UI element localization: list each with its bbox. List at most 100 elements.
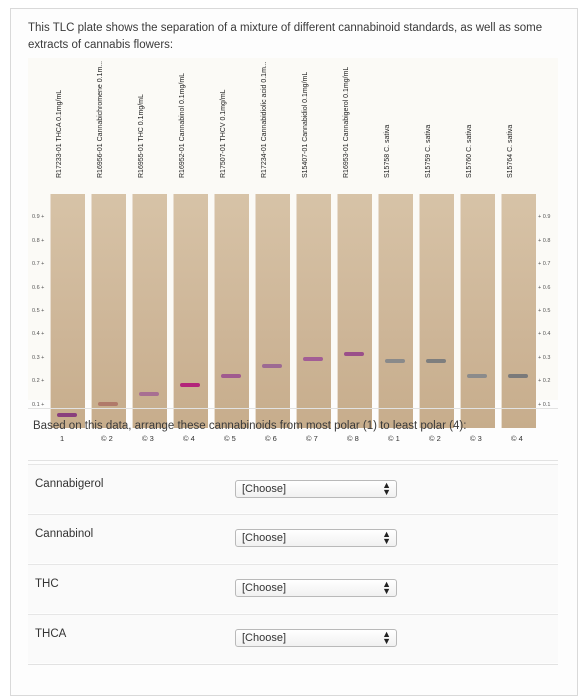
tlc-band: [303, 357, 323, 362]
tlc-band: [508, 373, 528, 378]
select-value: [Choose]: [242, 632, 287, 644]
lane-label: S15760 C. sativa: [466, 66, 480, 178]
select-arrows-icon: ▲ ▼: [382, 480, 391, 497]
lane-label: S15758 C. sativa: [384, 66, 398, 178]
rf-tick-left: 0.2 +: [32, 378, 45, 385]
lane-label-text: S15407-01 Cannabidiol 0.1mg/mL: [302, 71, 309, 178]
tlc-band: [180, 382, 200, 387]
lane-label-text: R16953-01 Cannabigerol 0.1mg/mL: [343, 66, 350, 178]
tlc-band: [221, 373, 241, 378]
select-thca[interactable]: [Choose] ▲ ▼: [235, 629, 397, 647]
tlc-band: [426, 359, 446, 364]
lane-label-text: R16956-01 Cannabichromene 0.1m...: [97, 60, 104, 178]
rf-tick-left: 0.8 +: [32, 237, 45, 244]
lane-label: R16955-01 THC 0.1mg/mL: [138, 66, 152, 178]
select-value: [Choose]: [242, 483, 287, 495]
lane-number: © 8: [347, 434, 359, 443]
lane-number: © 2: [101, 434, 113, 443]
rf-tick-left: 0.7 +: [32, 261, 45, 268]
lane-label: R17507-01 THCV 0.1mg/mL: [220, 66, 234, 178]
lane-number: © 6: [265, 434, 277, 443]
lane-track: [214, 194, 249, 428]
lane-track: [296, 194, 331, 428]
rf-tick-right: + 0.7: [538, 261, 551, 268]
rf-tick-right: + 0.9: [538, 214, 551, 221]
lane-track: [50, 194, 85, 428]
divider: [28, 664, 558, 665]
rf-tick-right: + 0.6: [538, 284, 551, 291]
question-prompt: Based on this data, arrange these cannab…: [33, 420, 467, 432]
row-label-cannabigerol: Cannabigerol: [35, 478, 104, 490]
lane-label-text: S15759 C. sativa: [425, 124, 432, 178]
tlc-plate-image: R17233-01 THCA 0.1mg/mL R16956-01 Cannabi…: [28, 58, 558, 443]
lane-label-text: S15758 C. sativa: [384, 124, 391, 178]
rf-tick-right: + 0.1: [538, 401, 551, 408]
select-arrows-icon: ▲ ▼: [382, 629, 391, 646]
tlc-band: [467, 373, 487, 378]
rf-tick-left: 0.5 +: [32, 308, 45, 314]
question-intro-text: This TLC plate shows the separation of a…: [28, 22, 543, 51]
rf-tick-right: + 0.3: [538, 354, 551, 361]
tlc-band: [262, 364, 282, 369]
row-label-thc: THC: [35, 578, 59, 590]
lane-track: [255, 194, 290, 428]
select-cannabinol[interactable]: [Choose] ▲ ▼: [235, 529, 397, 547]
lane-number: © 3: [470, 434, 482, 443]
lane-label: S15759 C. sativa: [425, 66, 439, 178]
select-arrows-icon: ▲ ▼: [382, 529, 391, 546]
lane-label-text: R17234-01 Cannabidiolic acid 0.1m...: [261, 61, 268, 178]
lane-number: © 2: [429, 434, 441, 443]
divider: [28, 408, 558, 409]
select-value: [Choose]: [242, 582, 287, 594]
lane-label-text: R16955-01 THC 0.1mg/mL: [138, 94, 145, 178]
select-thc[interactable]: [Choose] ▲ ▼: [235, 579, 397, 597]
rf-tick-right: + 0.8: [538, 237, 551, 244]
lane-label: S15407-01 Cannabidiol 0.1mg/mL: [302, 66, 316, 178]
tlc-band: [344, 352, 364, 357]
rf-tick-right: + 0.2: [538, 378, 551, 385]
lane-label-text: R17507-01 THCV 0.1mg/mL: [220, 89, 227, 178]
lane-number: © 7: [306, 434, 318, 443]
lane-label: R16953-01 Cannabigerol 0.1mg/mL: [343, 66, 357, 178]
tlc-band: [98, 401, 118, 406]
rf-tick-left: 0.3 +: [32, 354, 45, 361]
rf-tick-right: + 0.5: [538, 308, 551, 314]
lane-label-text: S15764 C. sativa: [507, 124, 514, 178]
lane-label-text: S15760 C. sativa: [466, 124, 473, 178]
lane-label: R16956-01 Cannabichromene 0.1m...: [97, 61, 111, 178]
tlc-band: [57, 413, 77, 418]
rf-tick-left: 0.9 +: [32, 214, 45, 221]
lane-track: [337, 194, 372, 428]
lane-track: [173, 194, 208, 428]
lane-label-text: R17233-01 THCA 0.1mg/mL: [56, 89, 63, 178]
lane-number: © 5: [224, 434, 236, 443]
rf-tick-left: 0.1 +: [32, 401, 45, 408]
lane-track: [378, 194, 413, 428]
rf-tick-right: + 0.4: [538, 331, 551, 338]
select-value: [Choose]: [242, 532, 287, 544]
lane-number: © 4: [511, 434, 523, 443]
rf-tick-left: 0.6 +: [32, 284, 45, 291]
lane-number: © 3: [142, 434, 154, 443]
lane-label-text: R16952-01 Cannabinol 0.1mg/mL: [179, 72, 186, 178]
select-cannabigerol[interactable]: [Choose] ▲ ▼: [235, 480, 397, 498]
lane-label: R17233-01 THCA 0.1mg/mL: [56, 66, 70, 178]
lane-label: S15764 C. sativa: [507, 66, 521, 178]
rf-tick-left: 0.4 +: [32, 331, 45, 338]
tlc-band: [385, 359, 405, 364]
lane-label: R16952-01 Cannabinol 0.1mg/mL: [179, 66, 193, 178]
lane-number: © 1: [388, 434, 400, 443]
lane-track: [91, 194, 126, 428]
lane-track: [419, 194, 454, 428]
row-label-thca: THCA: [35, 628, 67, 640]
lane-number: 1: [60, 434, 65, 443]
select-arrows-icon: ▲ ▼: [382, 579, 391, 596]
lane-number: © 4: [183, 434, 195, 443]
lane-track: [132, 194, 167, 428]
lane-label: R17234-01 Cannabidiolic acid 0.1m...: [261, 61, 275, 178]
lane-track: [460, 194, 495, 428]
row-label-cannabinol: Cannabinol: [35, 528, 94, 540]
divider: [28, 460, 558, 461]
tlc-band: [139, 392, 159, 397]
lane-track: [501, 194, 536, 428]
